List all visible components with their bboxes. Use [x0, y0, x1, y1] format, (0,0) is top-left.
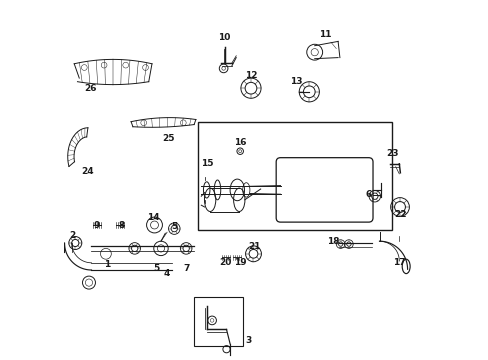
Bar — [197, 122, 391, 230]
Text: 4: 4 — [163, 269, 170, 278]
Text: 8: 8 — [119, 220, 125, 230]
Text: 23: 23 — [386, 149, 398, 158]
Text: 1: 1 — [103, 260, 110, 269]
Text: 15: 15 — [201, 159, 214, 168]
Text: 6: 6 — [365, 190, 371, 199]
Text: 9: 9 — [94, 220, 100, 230]
Text: 5: 5 — [171, 222, 177, 231]
Text: 24: 24 — [81, 166, 94, 175]
Text: 18: 18 — [327, 237, 339, 246]
Text: 21: 21 — [248, 242, 260, 251]
Text: 11: 11 — [319, 30, 331, 39]
Text: 19: 19 — [233, 258, 246, 267]
Text: 25: 25 — [163, 134, 175, 143]
Text: 13: 13 — [290, 77, 303, 85]
Text: 22: 22 — [393, 210, 406, 219]
Text: 12: 12 — [245, 71, 258, 80]
Text: 3: 3 — [244, 336, 251, 345]
Text: 10: 10 — [218, 33, 230, 42]
Text: 16: 16 — [233, 138, 246, 147]
Text: 7: 7 — [183, 264, 189, 273]
Text: 2: 2 — [69, 231, 75, 240]
Text: 26: 26 — [84, 84, 97, 93]
Bar — [194, 297, 242, 346]
Text: 5: 5 — [153, 264, 159, 273]
Text: 20: 20 — [219, 258, 231, 267]
Text: 14: 14 — [147, 213, 160, 222]
Text: 17: 17 — [392, 258, 405, 267]
